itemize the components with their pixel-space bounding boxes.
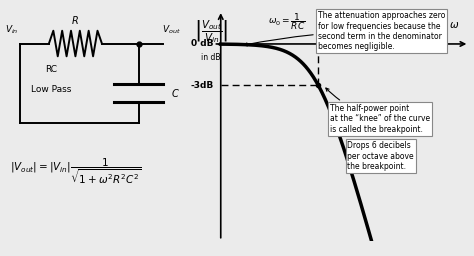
- Text: in dB: in dB: [201, 53, 221, 62]
- Text: The attenuation approaches zero
for low frequencies because the
second term in t: The attenuation approaches zero for low …: [244, 11, 446, 51]
- Text: $\omega_0 = \dfrac{1}{RC}$: $\omega_0 = \dfrac{1}{RC}$: [268, 11, 305, 32]
- Text: Low Pass: Low Pass: [31, 85, 71, 94]
- Text: The half-power point
at the “knee” of the curve
is called the breakpoint.: The half-power point at the “knee” of th…: [326, 88, 430, 134]
- Text: $\left|\dfrac{V_{out}}{V_{in}}\right|$: $\left|\dfrac{V_{out}}{V_{in}}\right|$: [194, 18, 228, 45]
- Text: 0 dB: 0 dB: [191, 39, 213, 48]
- Text: Drops 6 decibels
per octave above
the breakpoint.: Drops 6 decibels per octave above the br…: [347, 141, 414, 171]
- Text: -3dB: -3dB: [190, 81, 213, 90]
- Text: $C$: $C$: [171, 88, 180, 99]
- Text: $V_{in}$: $V_{in}$: [6, 23, 19, 36]
- Text: $R$: $R$: [72, 14, 79, 26]
- Text: $|V_{out}| = |V_{in}|\dfrac{1}{\sqrt{1+\omega^2 R^2 C^2}}$: $|V_{out}| = |V_{in}|\dfrac{1}{\sqrt{1+\…: [10, 157, 142, 186]
- Text: $V_{out}$: $V_{out}$: [162, 23, 181, 36]
- Text: RC: RC: [45, 65, 57, 74]
- Text: log $\omega$: log $\omega$: [430, 18, 459, 32]
